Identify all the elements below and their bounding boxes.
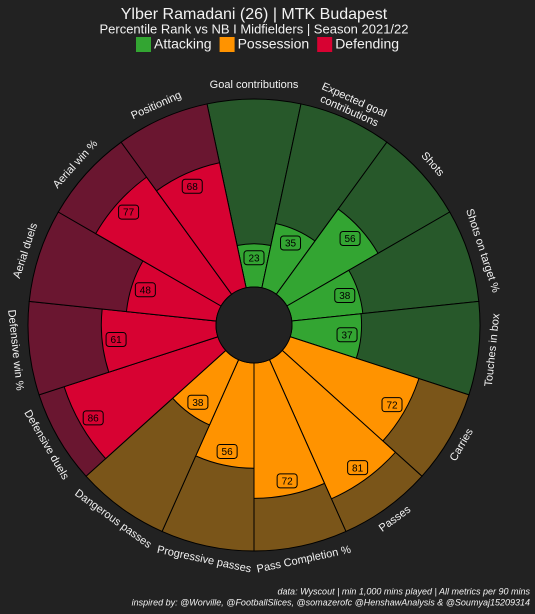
value-label: 61 bbox=[111, 335, 123, 346]
chart-subtitle: Percentile Rank vs NB I Midfielders | Se… bbox=[99, 21, 408, 36]
value-label: 56 bbox=[222, 447, 234, 458]
value-box bbox=[187, 394, 209, 410]
value-label: 81 bbox=[352, 463, 364, 474]
value-label: 23 bbox=[248, 253, 260, 264]
value-label: 86 bbox=[88, 413, 100, 424]
value-box bbox=[181, 178, 203, 194]
legend-label: Defending bbox=[335, 36, 399, 52]
value-box bbox=[381, 397, 403, 413]
category-label: Goal contributions bbox=[210, 79, 299, 91]
value-box bbox=[118, 204, 140, 220]
value-label: 48 bbox=[140, 285, 152, 296]
value-label: 72 bbox=[386, 400, 398, 411]
value-box bbox=[280, 235, 302, 251]
value-box bbox=[347, 460, 369, 476]
value-box bbox=[134, 282, 156, 298]
value-label: 37 bbox=[341, 330, 353, 341]
value-label: 68 bbox=[187, 182, 199, 193]
value-box bbox=[105, 331, 127, 347]
credit-note: inspired by: @Worville, @FootballSlices,… bbox=[132, 597, 530, 607]
chart-title: Ylber Ramadani (26) | MTK Budapest bbox=[121, 6, 388, 23]
value-label: 77 bbox=[123, 208, 135, 219]
value-label: 56 bbox=[345, 234, 357, 245]
value-box bbox=[339, 230, 361, 246]
value-label: 35 bbox=[285, 239, 297, 250]
value-box bbox=[336, 327, 358, 343]
value-label: 38 bbox=[339, 291, 351, 302]
legend-swatch bbox=[219, 37, 235, 52]
value-label: 38 bbox=[192, 398, 204, 409]
value-box bbox=[243, 250, 265, 266]
legend-swatch bbox=[317, 37, 333, 52]
value-box bbox=[276, 473, 298, 489]
legend-label: Attacking bbox=[154, 36, 212, 52]
value-box bbox=[82, 410, 104, 426]
legend-swatch bbox=[136, 37, 151, 52]
legend-label: Possession bbox=[238, 36, 310, 52]
value-box bbox=[334, 288, 356, 304]
credit-note: data: Wyscout | min 1,000 mins played | … bbox=[278, 586, 531, 596]
center-hole bbox=[215, 286, 293, 364]
legend: Attacking Possession Defending bbox=[136, 36, 399, 52]
value-label: 72 bbox=[282, 477, 294, 488]
value-box bbox=[216, 443, 238, 459]
